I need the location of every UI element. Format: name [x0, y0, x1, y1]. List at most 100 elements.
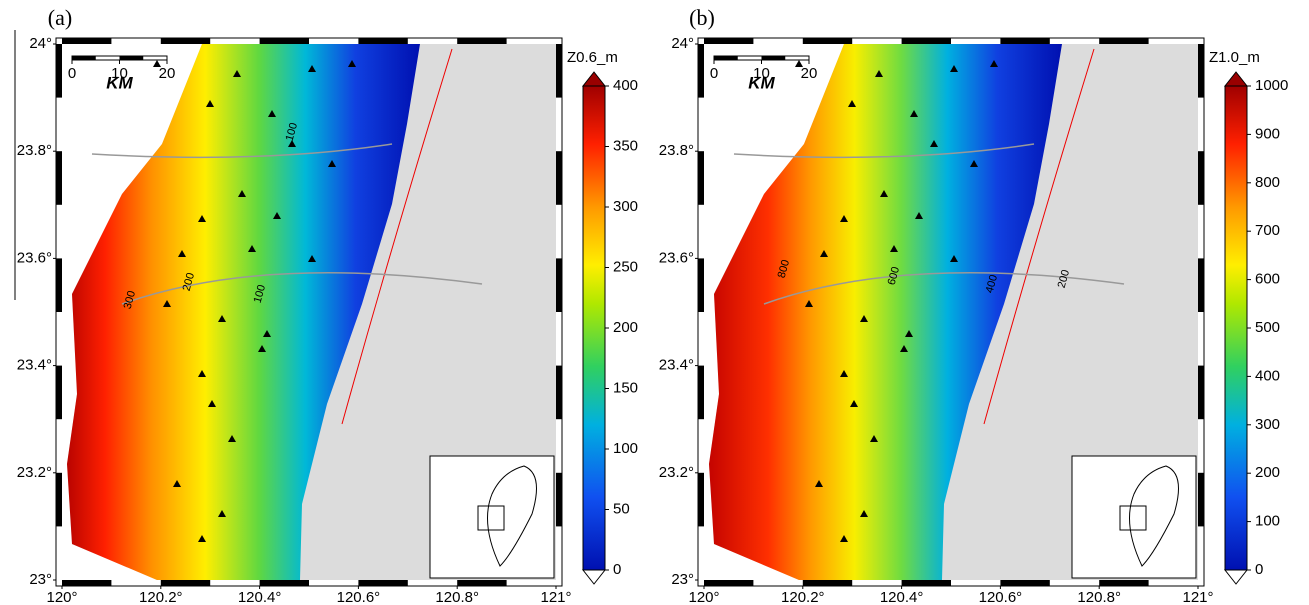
- scale-tick-label: 0: [68, 65, 76, 82]
- station: [173, 480, 181, 487]
- frame-block: [160, 580, 211, 586]
- frame-block: [56, 151, 62, 205]
- colorbar-tick-label: 700: [1255, 222, 1280, 239]
- station: [875, 70, 883, 77]
- frame-block: [556, 258, 562, 312]
- frame-block: [1099, 38, 1149, 44]
- colorbar-title: Z0.6_m: [567, 49, 618, 66]
- station: [163, 300, 171, 307]
- sea: [704, 44, 844, 580]
- station: [308, 65, 316, 72]
- station: [248, 245, 256, 252]
- frame-block: [1099, 580, 1149, 586]
- station: [348, 60, 356, 67]
- lon-tick-label: 120.8°: [435, 589, 479, 605]
- scale-segment: [72, 56, 96, 60]
- lon-tick-label: 121°: [1182, 589, 1213, 605]
- colorbar-tick-label: 1000: [1255, 77, 1288, 94]
- station: [910, 110, 918, 117]
- frame-block: [1198, 472, 1204, 527]
- scale-title: KM: [748, 73, 775, 92]
- lat-tick-label: 23.8°: [17, 142, 52, 159]
- frame-block: [698, 472, 704, 527]
- station: [258, 345, 266, 352]
- frame-block: [56, 365, 62, 420]
- frame-block: [62, 580, 112, 586]
- panel-label: (a): [48, 5, 72, 30]
- lon-tick-label: 120.6°: [337, 589, 381, 605]
- colorbar: [1224, 85, 1248, 571]
- scale-segment: [714, 56, 738, 60]
- station: [840, 215, 848, 222]
- frame-block: [358, 580, 408, 586]
- colorbar-tick-label: 600: [1255, 271, 1280, 288]
- frame-block: [556, 365, 562, 420]
- colorbar-tick-label: 300: [613, 198, 638, 215]
- colorbar-title: Z1.0_m: [1209, 49, 1260, 66]
- contour-label: 800: [776, 259, 792, 280]
- frame-block: [1000, 580, 1050, 586]
- frame-block: [1000, 38, 1050, 44]
- station: [815, 480, 823, 487]
- frame-block: [1198, 151, 1204, 205]
- station: [268, 110, 276, 117]
- station: [206, 100, 214, 107]
- station: [970, 160, 978, 167]
- frame-block: [802, 580, 853, 586]
- station: [880, 190, 888, 197]
- frame-block: [457, 38, 507, 44]
- inset-taiwan: [1129, 465, 1179, 567]
- frame-block: [358, 38, 408, 44]
- lon-tick-label: 120°: [46, 589, 77, 605]
- scale-tick-label: 0: [710, 65, 718, 82]
- contour-label: 600: [886, 266, 902, 287]
- lon-tick-label: 120.2°: [139, 589, 183, 605]
- station: [805, 300, 813, 307]
- frame: [55, 37, 563, 587]
- contour-label: 100: [284, 122, 300, 143]
- frame-block: [698, 151, 704, 205]
- frame-block: [259, 580, 309, 586]
- station: [890, 245, 898, 252]
- panel-label: (b): [689, 5, 715, 30]
- contour-label: 100: [252, 284, 268, 305]
- scale-tick-label: 20: [801, 65, 818, 82]
- county-border: [733, 143, 1125, 305]
- lat-tick-label: 23°: [29, 571, 52, 588]
- colorbar-tick-label: 400: [613, 77, 638, 94]
- lon-tick-label: 121°: [540, 589, 571, 605]
- scale-segment: [119, 56, 144, 60]
- frame-block: [698, 44, 704, 98]
- frame-block: [704, 38, 754, 44]
- station: [263, 330, 271, 337]
- frame-block: [556, 472, 562, 527]
- county-border: [91, 143, 483, 305]
- frame-block: [556, 44, 562, 98]
- station: [238, 190, 246, 197]
- lon-tick-label: 120.4°: [238, 589, 282, 605]
- frame: [697, 37, 1205, 587]
- station: [218, 315, 226, 322]
- station: [840, 370, 848, 377]
- station: [233, 70, 241, 77]
- station: [848, 100, 856, 107]
- colorbar-arrow: [1223, 569, 1249, 585]
- lat-tick-label: 23°: [671, 571, 694, 588]
- colorbar-tick-label: 100: [613, 440, 638, 457]
- station: [273, 212, 281, 219]
- scale-tick-label: 10: [753, 65, 770, 82]
- colorbar-tick-label: 400: [1255, 367, 1280, 384]
- frame-block: [56, 44, 62, 98]
- scale-title: KM: [106, 73, 133, 92]
- fault: [341, 48, 453, 425]
- lat-tick-label: 23.2°: [659, 464, 694, 481]
- colorbar-tick-label: 150: [613, 379, 638, 396]
- lat-tick-label: 23.6°: [17, 249, 52, 266]
- colorbar-arrow: [581, 569, 607, 585]
- inset: [1071, 455, 1197, 579]
- frame-block: [901, 580, 951, 586]
- scale-tick-label: 20: [159, 65, 176, 82]
- station: [820, 250, 828, 257]
